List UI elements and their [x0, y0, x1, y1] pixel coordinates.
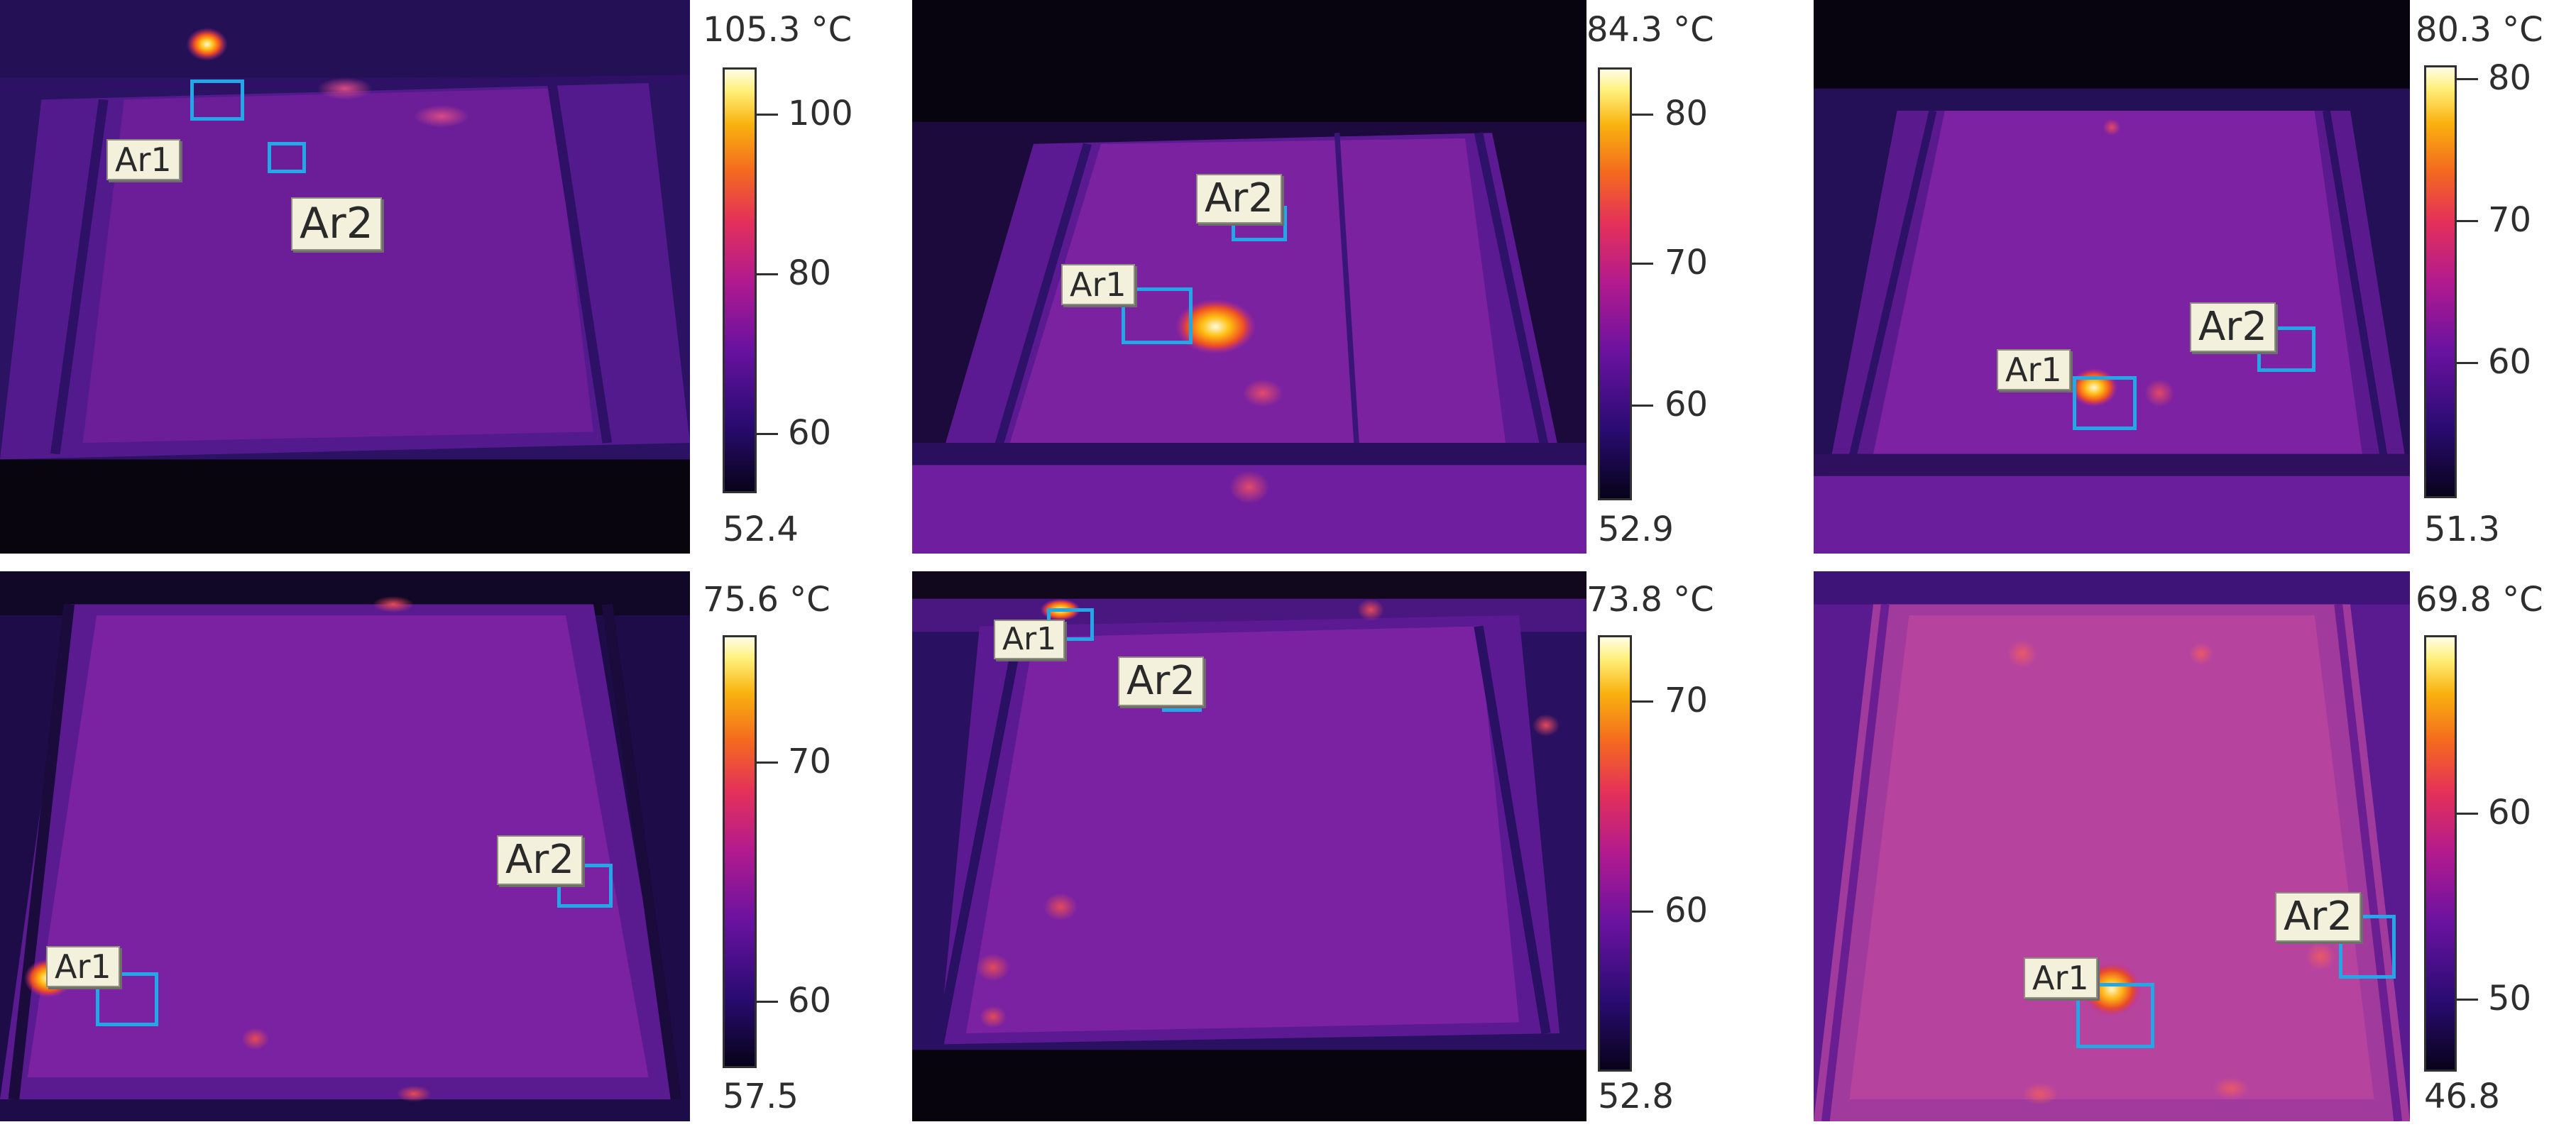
scale-tick-label: 60: [788, 413, 832, 453]
roi-box-ar1: [96, 972, 158, 1026]
scale-tick-label: 70: [1665, 681, 1709, 720]
scale-tick-label: 70: [788, 742, 832, 781]
thermal-panel-5: Ar1 Ar2 73.8 °C 52.8 70 60: [912, 571, 1792, 1127]
roi-box-ar2: [557, 864, 613, 908]
scale-min-label: 51.3: [2424, 510, 2500, 549]
thermal-panel-6: Ar1 Ar2 69.8 °C 46.8 60 50: [1814, 571, 2576, 1127]
color-scale-bar: [2424, 635, 2457, 1072]
scale-tick-label: 60: [2488, 342, 2532, 382]
scale-tick-label: 80: [788, 253, 832, 293]
roi-label-ar2: Ar2: [497, 835, 583, 886]
roi-box-ar2: [2339, 915, 2396, 979]
thermal-panel-1: Ar1 Ar2 105.3 °C 52.4 100 80 60: [0, 0, 891, 554]
roi-label-ar2: Ar2: [2275, 892, 2361, 942]
roi-label-ar1: Ar1: [106, 139, 180, 181]
color-scale-bar: [723, 635, 757, 1068]
scale-max-label: 84.3 °C: [1586, 10, 1714, 50]
color-scale-bar: [2424, 65, 2457, 498]
thermal-panel-4: Ar1 Ar2 75.6 °C 57.5 70 60: [0, 571, 891, 1127]
scale-tick-label: 70: [2488, 200, 2532, 240]
scale-max-label: 75.6 °C: [703, 580, 831, 620]
roi-label-ar1: Ar1: [1061, 264, 1135, 306]
scale-min-label: 52.4: [723, 510, 799, 549]
roi-label-ar1: Ar1: [1997, 349, 2071, 391]
scale-max-label: 69.8 °C: [2416, 580, 2543, 620]
color-scale-bar: [1598, 67, 1632, 500]
color-scale-bar: [723, 67, 757, 493]
roi-box-ar1: [190, 79, 244, 121]
roi-box-ar1: [1122, 287, 1193, 344]
roi-label-ar2: Ar2: [2190, 302, 2276, 353]
scale-tick-label: 100: [788, 94, 853, 133]
scale-tick-label: 70: [1665, 243, 1709, 282]
scale-max-label: 73.8 °C: [1586, 580, 1714, 620]
scale-max-label: 80.3 °C: [2416, 10, 2543, 50]
scale-tick-label: 80: [1665, 94, 1709, 133]
scale-tick-label: 60: [1665, 385, 1709, 424]
color-scale-bar: [1598, 635, 1632, 1072]
scale-tick-label: 60: [1665, 891, 1709, 930]
roi-label-ar1: Ar1: [2024, 957, 2098, 999]
scale-min-label: 57.5: [723, 1077, 799, 1116]
scale-tick-label: 60: [2488, 793, 2532, 832]
thermal-image: Ar1 Ar2: [0, 0, 690, 554]
scale-tick-label: 50: [2488, 979, 2532, 1018]
thermal-image: Ar1 Ar2: [0, 571, 690, 1121]
thermal-panel-2: Ar1 Ar2 84.3 °C 52.9 80 70 60: [912, 0, 1792, 554]
scale-max-label: 105.3 °C: [703, 10, 853, 50]
scale-min-label: 52.8: [1598, 1077, 1674, 1116]
roi-label-ar2: Ar2: [1196, 174, 1282, 224]
thermal-panel-3: Ar1 Ar2 80.3 °C 51.3 80 70 60: [1814, 0, 2576, 554]
thermal-image: Ar1 Ar2: [1814, 571, 2410, 1121]
scale-tick-label: 80: [2488, 58, 2532, 98]
roi-label-ar1: Ar1: [994, 620, 1065, 659]
roi-label-ar1: Ar1: [46, 946, 120, 988]
scale-min-label: 46.8: [2424, 1077, 2500, 1116]
thermal-image: Ar1 Ar2: [1814, 0, 2410, 554]
scale-tick-label: 60: [788, 981, 832, 1021]
roi-box-ar1: [2073, 376, 2137, 430]
thermal-image: Ar1 Ar2: [912, 571, 1586, 1121]
roi-label-ar2: Ar2: [1118, 656, 1204, 707]
scale-min-label: 52.9: [1598, 510, 1674, 549]
thermal-image: Ar1 Ar2: [912, 0, 1586, 554]
roi-box-ar2: [268, 142, 306, 173]
roi-box-ar1: [2076, 983, 2154, 1048]
roi-label-ar2: Ar2: [291, 197, 382, 251]
